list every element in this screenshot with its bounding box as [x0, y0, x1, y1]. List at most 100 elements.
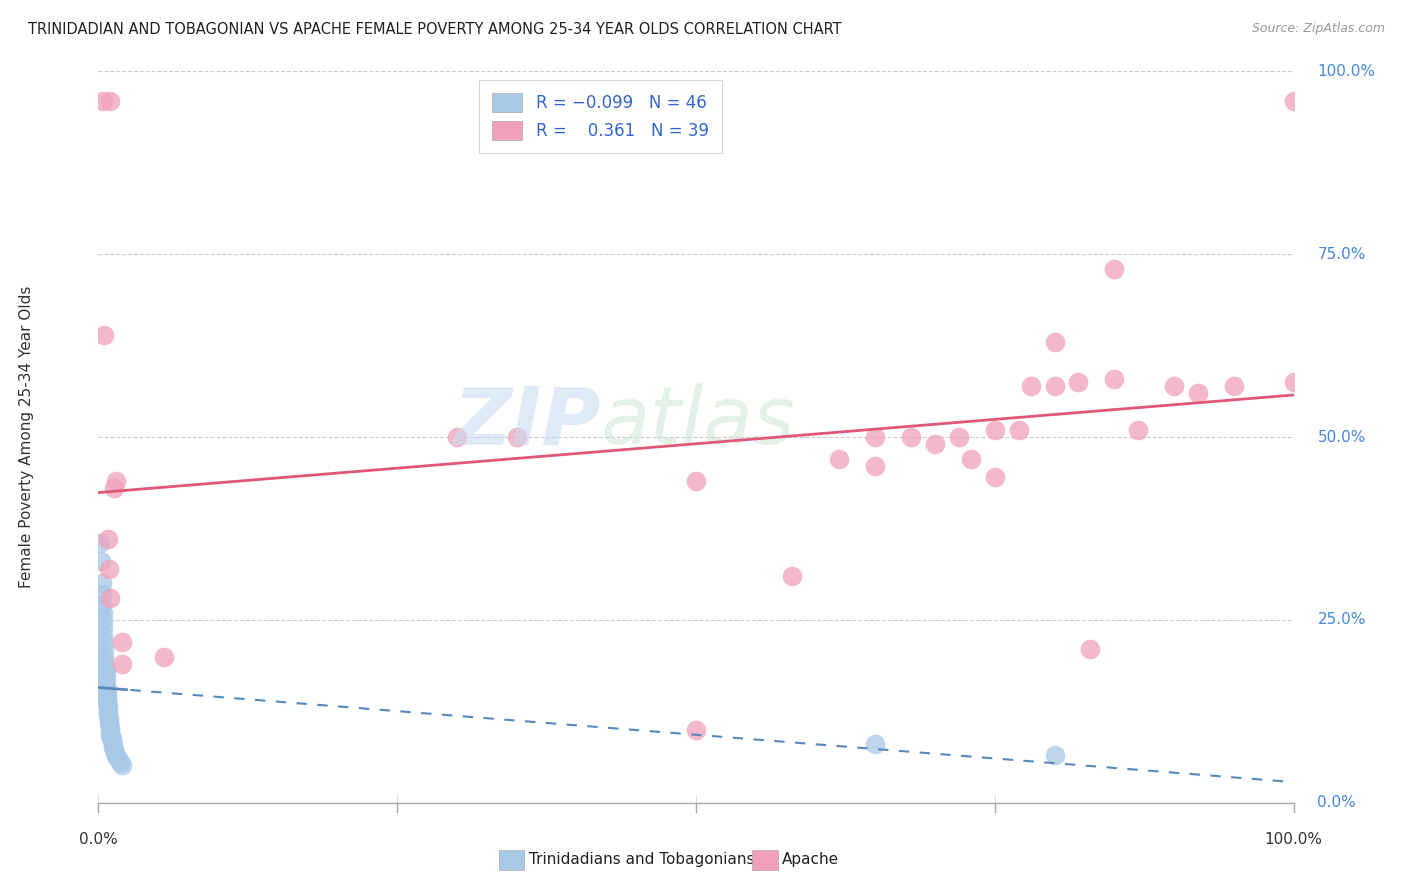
- Point: [108, 755, 131, 769]
- Text: 100.0%: 100.0%: [1264, 832, 1323, 847]
- Point: [97, 533, 120, 547]
- Point: [1163, 379, 1185, 393]
- Text: Source: ZipAtlas.com: Source: ZipAtlas.com: [1251, 22, 1385, 36]
- Text: 100.0%: 100.0%: [1317, 64, 1375, 78]
- Point: [94, 673, 117, 687]
- Point: [96, 696, 118, 710]
- Point: [506, 430, 529, 444]
- Point: [97, 699, 120, 714]
- Text: ZIP: ZIP: [453, 384, 600, 461]
- Point: [685, 474, 707, 488]
- Text: 0.0%: 0.0%: [1317, 796, 1357, 810]
- Point: [828, 452, 851, 467]
- Text: 0.0%: 0.0%: [79, 832, 118, 847]
- Text: atlas: atlas: [600, 384, 796, 461]
- Point: [948, 430, 970, 444]
- Point: [1043, 379, 1066, 393]
- Point: [91, 620, 114, 634]
- Point: [446, 430, 468, 444]
- Point: [93, 635, 115, 649]
- Point: [983, 423, 1005, 437]
- Text: Apache: Apache: [782, 853, 839, 867]
- Point: [900, 430, 922, 444]
- Text: 25.0%: 25.0%: [1317, 613, 1365, 627]
- Point: [94, 667, 117, 681]
- Point: [96, 693, 118, 707]
- Point: [1007, 423, 1029, 437]
- Point: [91, 627, 114, 641]
- Point: [93, 653, 115, 667]
- Point: [98, 723, 122, 737]
- Point: [1102, 261, 1125, 276]
- Point: [101, 740, 124, 755]
- Text: Female Poverty Among 25-34 Year Olds: Female Poverty Among 25-34 Year Olds: [20, 286, 34, 588]
- Point: [94, 679, 117, 693]
- Point: [1128, 423, 1150, 437]
- Point: [97, 705, 120, 719]
- Point: [1222, 379, 1246, 393]
- Point: [91, 599, 114, 613]
- Point: [98, 714, 121, 728]
- Point: [1102, 371, 1125, 385]
- Point: [93, 649, 115, 664]
- Point: [98, 729, 122, 743]
- Point: [1187, 386, 1209, 401]
- Point: [111, 757, 134, 772]
- Point: [93, 658, 115, 673]
- Point: [111, 635, 134, 649]
- Point: [98, 562, 121, 576]
- Legend: R = −0.099   N = 46, R =    0.361   N = 39: R = −0.099 N = 46, R = 0.361 N = 39: [479, 79, 721, 153]
- Point: [98, 720, 122, 734]
- Point: [98, 711, 121, 725]
- Point: [96, 686, 118, 700]
- Point: [101, 737, 124, 751]
- Point: [90, 554, 112, 568]
- Point: [100, 734, 122, 748]
- Point: [93, 327, 115, 342]
- Point: [863, 430, 886, 444]
- Point: [959, 452, 981, 467]
- Point: [1282, 94, 1305, 108]
- Point: [1067, 376, 1090, 390]
- Point: [105, 749, 128, 764]
- Point: [96, 682, 118, 697]
- Point: [863, 459, 886, 474]
- Point: [111, 657, 134, 671]
- Point: [91, 94, 114, 108]
- Point: [1043, 334, 1066, 349]
- Point: [1019, 379, 1042, 393]
- Point: [105, 474, 128, 488]
- Point: [1043, 748, 1066, 763]
- Point: [98, 716, 121, 731]
- Point: [97, 702, 120, 716]
- Point: [91, 587, 114, 601]
- Point: [780, 569, 803, 583]
- Point: [153, 649, 176, 664]
- Point: [91, 606, 114, 620]
- Point: [100, 731, 122, 746]
- Point: [685, 723, 707, 737]
- Point: [98, 591, 122, 605]
- Point: [104, 746, 127, 760]
- Point: [98, 725, 122, 739]
- Point: [1282, 376, 1305, 390]
- Text: 75.0%: 75.0%: [1317, 247, 1365, 261]
- Point: [983, 470, 1005, 484]
- Point: [91, 613, 114, 627]
- Point: [96, 690, 118, 704]
- Text: 50.0%: 50.0%: [1317, 430, 1365, 444]
- Point: [94, 663, 117, 677]
- Point: [924, 437, 946, 451]
- Point: [93, 642, 115, 657]
- Point: [103, 481, 125, 495]
- Text: Trinidadians and Tobagonians: Trinidadians and Tobagonians: [529, 853, 754, 867]
- Point: [98, 94, 122, 108]
- Text: TRINIDADIAN AND TOBAGONIAN VS APACHE FEMALE POVERTY AMONG 25-34 YEAR OLDS CORREL: TRINIDADIAN AND TOBAGONIAN VS APACHE FEM…: [28, 22, 842, 37]
- Point: [97, 708, 120, 723]
- Point: [107, 752, 129, 766]
- Point: [89, 536, 111, 550]
- Point: [1080, 642, 1102, 657]
- Point: [863, 737, 886, 751]
- Point: [91, 576, 114, 591]
- Point: [103, 743, 125, 757]
